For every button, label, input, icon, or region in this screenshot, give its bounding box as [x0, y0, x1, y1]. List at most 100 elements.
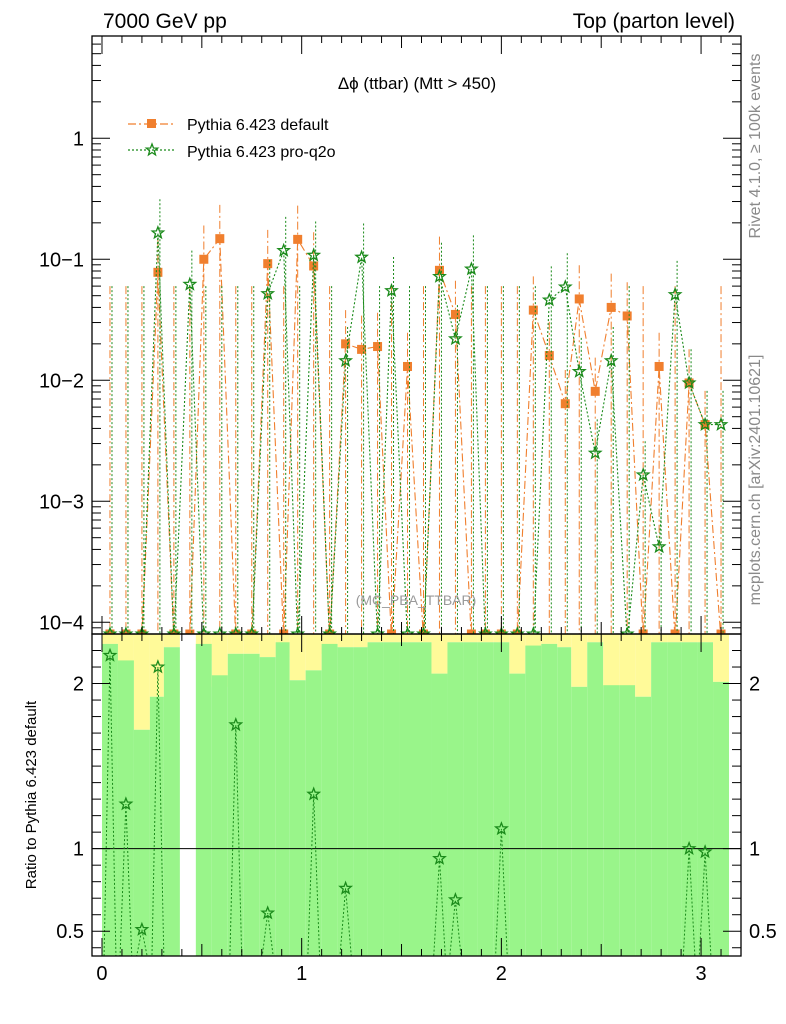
legend-label-default: Pythia 6.423 default [187, 117, 329, 134]
series-1-point-25 [493, 626, 509, 634]
ratio-tick-label-right-1: 1 [749, 839, 760, 861]
ratio-band-yellow-11 [289, 634, 306, 681]
series-1-point-22 [447, 330, 463, 346]
series-0-point-5 [185, 629, 195, 634]
series-1-point-29 [557, 279, 573, 294]
ratio-point-5 [260, 905, 276, 920]
series-1-point-20 [416, 626, 431, 634]
ratio-point-12 [697, 844, 713, 859]
series-0-point-30 [574, 294, 584, 304]
header-right: Top (parton level) [573, 10, 735, 33]
ratio-point-8 [432, 850, 447, 865]
ratio-band-yellow-21 [447, 634, 464, 643]
ratio-band-green-18 [399, 642, 416, 956]
y-tick-label-3: 10−3 [39, 491, 84, 513]
series-1-point-4 [166, 626, 182, 634]
ratio-point-4 [228, 716, 244, 732]
ratio-band-green-15 [353, 647, 368, 956]
series-line-0 [141, 237, 722, 634]
series-0-point-12 [293, 234, 303, 244]
series-0-point-29 [560, 399, 570, 409]
ratio-band-green-0 [101, 643, 118, 956]
series-1-point-15 [338, 352, 354, 368]
ratio-series-group [102, 647, 713, 956]
series-1-point-6 [196, 626, 212, 634]
ratio-band-green-14 [337, 647, 354, 956]
ratio-tick-label-right-0: 0.5 [749, 921, 777, 943]
ratio-plot-frame [91, 633, 742, 957]
ratio-band-green-7 [227, 653, 244, 956]
ratio-band-yellow-20 [431, 634, 448, 674]
rivet-version-label: Rivet 4.1.0, ≥ 100k events [747, 54, 764, 239]
series-0-point-9 [247, 629, 257, 634]
series-1-point-2 [134, 626, 150, 634]
series-1-point-10 [260, 285, 276, 301]
series-1-point-18 [384, 282, 399, 297]
series-1-point-35 [651, 539, 667, 554]
series-1-point-21 [432, 268, 447, 283]
ratio-band-green-16 [367, 642, 384, 956]
plot-title: Δϕ (ttbar) (Mtt > 450) [338, 74, 496, 93]
ratio-band-yellow-4 [163, 634, 180, 648]
series-0-point-19 [403, 361, 413, 371]
series-1-point-8 [228, 626, 244, 634]
main-series-group [102, 199, 729, 634]
series-0-point-18 [387, 629, 397, 634]
ratio-band-green-31 [603, 685, 620, 956]
axis-tick-labels: 0 1 2 3 1 10−1 10−2 10−3 10−4 0.5 0.5 1 1 2 2 [39, 128, 777, 985]
series-1-point-27 [525, 626, 541, 634]
ratio-band-green-27 [541, 643, 558, 956]
ratio-band-green-17 [383, 642, 400, 956]
ratio-point-7 [338, 880, 354, 895]
series-1-point-19 [400, 626, 415, 634]
ratio-band-yellow-32 [619, 634, 636, 691]
series-1-point-7 [212, 626, 228, 634]
series-1-point-34 [635, 467, 651, 482]
ratio-band-yellow-30 [587, 634, 604, 643]
y-tick-label-4: 10−4 [39, 612, 84, 634]
series-1-point-0 [102, 626, 118, 634]
axis-ticks [92, 35, 742, 956]
ratio-band-yellow-37 [697, 634, 714, 643]
ratio-band-green-2 [133, 729, 150, 956]
ratio-tick-label-right-2: 2 [749, 674, 760, 696]
ratio-band-yellow-29 [571, 634, 588, 687]
series-0-point-0 [105, 629, 115, 634]
ratio-band-green-20 [431, 673, 448, 956]
ratio-band-green-8 [243, 653, 260, 956]
series-0-point-15 [341, 339, 351, 349]
series-1-point-28 [541, 292, 557, 307]
ratio-band-green-29 [571, 686, 588, 956]
y-tick-label-2: 10−2 [39, 370, 84, 392]
ratio-tick-label-left-0: 0.5 [56, 921, 84, 943]
ratio-band-green-9 [259, 657, 276, 956]
series-0-point-8 [231, 629, 241, 634]
ratio-band-yellow-18 [399, 634, 416, 643]
ratio-point-2 [134, 921, 150, 936]
analysis-watermark: (MC_PBA_TTBAR) [356, 592, 477, 608]
series-0-point-6 [199, 254, 209, 264]
ratio-band-green-24 [493, 642, 510, 956]
series-1-point-37 [681, 375, 697, 390]
series-1-point-13 [306, 247, 322, 262]
ratio-band-green-4 [163, 647, 180, 956]
series-0-point-31 [590, 386, 600, 396]
series-0-point-10 [263, 259, 273, 269]
series-0-point-26 [512, 629, 522, 634]
series-0-point-28 [544, 351, 554, 361]
ratio-point-9 [447, 892, 463, 907]
series-0-point-7 [215, 234, 225, 244]
ratio-series-line [103, 655, 712, 956]
ratio-band-yellow-23 [477, 634, 494, 643]
series-1-point-36 [667, 286, 683, 301]
ratio-band-green-13 [321, 643, 338, 956]
ratio-band-green-5 [195, 643, 212, 956]
x-tick-label-3: 3 [695, 963, 706, 985]
ratio-band-yellow-38 [713, 634, 730, 682]
ratio-band-yellow-28 [557, 634, 572, 648]
series-1-point-14 [322, 626, 338, 634]
series-1-point-9 [244, 626, 260, 634]
ratio-band-green-21 [447, 642, 464, 956]
ratio-band-green-28 [557, 647, 572, 956]
